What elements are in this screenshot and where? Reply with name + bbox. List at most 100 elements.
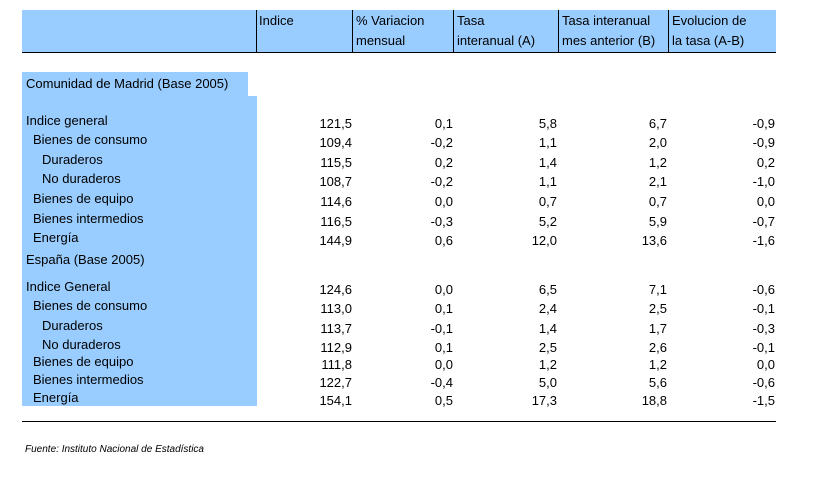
table-cell-value: 0,0 [434, 357, 453, 372]
header-background [22, 10, 776, 53]
table-cell-value: -0,6 [752, 282, 775, 297]
table-cell-value: 113,0 [320, 301, 352, 316]
table-cell-value: 0,0 [434, 282, 453, 297]
column-header: Tasa [457, 13, 485, 28]
row-label: Indice general [26, 113, 108, 128]
table-cell-value: 1,4 [538, 155, 557, 170]
row-label: No duraderos [42, 337, 121, 352]
table-cell-value: 5,2 [538, 214, 557, 229]
row-label: Bienes de equipo [33, 191, 134, 206]
table-cell-value: -1,6 [752, 233, 775, 248]
table-cell-value: 122,7 [319, 375, 352, 390]
table-cell-value: 2,6 [648, 340, 667, 355]
table-cell-value: 0,0 [756, 194, 775, 209]
table-cell-value: 2,1 [648, 174, 667, 189]
table-cell-value: 1,1 [538, 174, 557, 189]
header-column-divider [352, 10, 353, 53]
table-cell-value: 1,2 [648, 357, 667, 372]
table-cell-value: -0,3 [752, 321, 775, 336]
table-cell-value: 12,0 [531, 233, 557, 248]
table-cell-value: 0,7 [648, 194, 667, 209]
table-cell-value: 0,5 [434, 393, 453, 408]
table-cell-value: 5,8 [538, 116, 557, 131]
column-header: interanual (A) [457, 33, 536, 48]
table-cell-value: 13,6 [641, 233, 667, 248]
column-header: % Variacion [356, 13, 425, 28]
table-cell-value: 109,4 [319, 135, 352, 150]
source-note: Fuente: Instituto Nacional de Estadístic… [25, 444, 204, 455]
table-cell-value: -0,4 [430, 375, 453, 390]
column-header: la tasa (A-B) [672, 33, 745, 48]
table-cell-value: 124,6 [319, 282, 352, 297]
table-cell-value: 0,0 [434, 194, 453, 209]
row-label: Bienes de equipo [33, 354, 134, 369]
row-label: Bienes de consumo [33, 298, 148, 313]
header-bottom-rule [22, 52, 776, 53]
header-column-divider [256, 10, 257, 53]
table-cell-value: 154,1 [319, 393, 352, 408]
table-cell-value: 5,0 [538, 375, 557, 390]
table-bottom-rule [22, 421, 776, 422]
table-cell-value: 0,7 [538, 194, 557, 209]
table-cell-value: 115,5 [320, 155, 352, 170]
row-label: Bienes de consumo [33, 132, 148, 147]
row-label: Duraderos [42, 318, 103, 333]
table-cell-value: 6,7 [648, 116, 667, 131]
table-cell-value: 2,4 [538, 301, 557, 316]
table-cell-value: 0,1 [434, 116, 453, 131]
table-cell-value: 144,9 [319, 233, 352, 248]
column-header: Tasa interanual [562, 13, 651, 28]
header-column-divider [453, 10, 454, 53]
table-cell-value: 0,2 [434, 155, 453, 170]
row-label: Indice General [26, 279, 111, 294]
table-cell-value: 17,3 [531, 393, 557, 408]
table-cell-value: -0,1 [752, 340, 775, 355]
table-cell-value: -0,3 [430, 214, 453, 229]
table-cell-value: -0,2 [430, 174, 453, 189]
table-cell-value: -0,6 [752, 375, 775, 390]
column-header: mes anterior (B) [562, 33, 656, 48]
table-cell-value: -1,0 [752, 174, 775, 189]
table-cell-value: 6,5 [538, 282, 557, 297]
section-title: España (Base 2005) [26, 252, 145, 267]
table-cell-value: 1,2 [648, 155, 667, 170]
table-cell-value: 1,2 [538, 357, 557, 372]
label-column-background [22, 96, 257, 406]
table-cell-value: 0,2 [756, 155, 775, 170]
table-cell-value: 0,0 [756, 357, 775, 372]
table-cell-value: 18,8 [641, 393, 667, 408]
row-label: Bienes intermedios [33, 372, 144, 387]
column-header: Evolucion de [672, 13, 747, 28]
header-column-divider [668, 10, 669, 53]
section-title: Comunidad de Madrid (Base 2005) [26, 76, 229, 91]
table-cell-value: 1,1 [538, 135, 557, 150]
table-cell-value: -0,1 [430, 321, 453, 336]
table-cell-value: 113,7 [320, 321, 352, 336]
table-cell-value: -0,9 [752, 116, 775, 131]
table-cell-value: 2,5 [538, 340, 557, 355]
table-cell-value: 112,9 [320, 340, 352, 355]
table-cell-value: -0,2 [430, 135, 453, 150]
row-label: Energía [33, 230, 79, 245]
table-cell-value: -0,1 [752, 301, 775, 316]
table-cell-value: 0,1 [434, 340, 453, 355]
table-cell-value: 1,4 [538, 321, 557, 336]
table-cell-value: -0,9 [752, 135, 775, 150]
table-cell-value: -0,7 [752, 214, 775, 229]
row-label: Bienes intermedios [33, 211, 144, 226]
table-cell-value: 116,5 [320, 214, 352, 229]
table-cell-value: 121,5 [319, 116, 352, 131]
table-cell-value: 7,1 [648, 282, 667, 297]
row-label: No duraderos [42, 171, 121, 186]
table-cell-value: 108,7 [319, 174, 352, 189]
column-header: Indice [259, 13, 294, 28]
table-cell-value: 114,6 [320, 194, 352, 209]
table-cell-value: 2,0 [648, 135, 667, 150]
row-label: Energía [33, 390, 79, 405]
column-header: mensual [356, 33, 406, 48]
row-label: Duraderos [42, 152, 103, 167]
table-cell-value: -1,5 [752, 393, 775, 408]
table-cell-value: 1,7 [648, 321, 667, 336]
table-cell-value: 5,9 [648, 214, 667, 229]
section-title-background [22, 72, 248, 96]
